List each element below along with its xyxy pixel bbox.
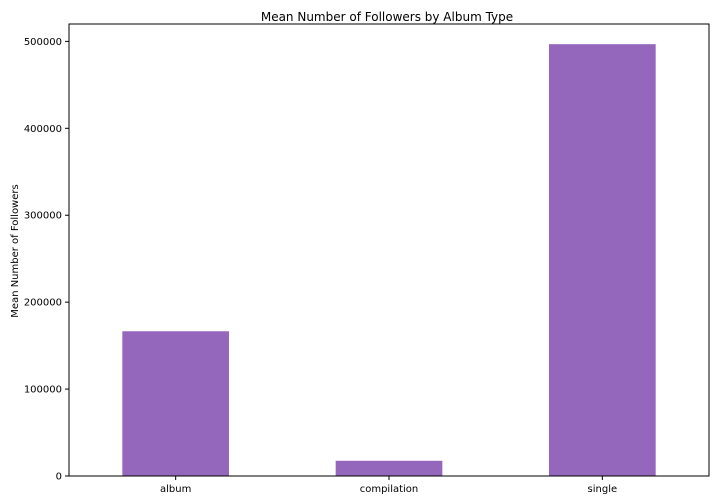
bar-album xyxy=(122,331,229,476)
x-tick-label: compilation xyxy=(360,484,419,495)
bar-single xyxy=(549,44,656,477)
bars-group xyxy=(122,44,656,477)
y-tick-label: 0 xyxy=(56,472,62,483)
x-tick-label: album xyxy=(160,484,191,495)
y-tick-label: 300000 xyxy=(24,211,62,222)
y-tick-label: 500000 xyxy=(24,37,62,48)
chart-title: Mean Number of Followers by Album Type xyxy=(261,10,513,24)
y-axis-label: Mean Number of Followers xyxy=(10,184,21,317)
y-tick-label: 200000 xyxy=(24,298,62,309)
x-ticks-group: album compilation single xyxy=(160,476,617,495)
y-tick-label: 400000 xyxy=(24,124,62,135)
x-tick-label: single xyxy=(588,484,618,495)
y-tick-label: 100000 xyxy=(24,385,62,396)
bar-compilation xyxy=(335,460,443,476)
plot-frame xyxy=(68,23,710,477)
y-ticks-group: 0 100000 200000 300000 400000 500000 xyxy=(24,37,69,483)
